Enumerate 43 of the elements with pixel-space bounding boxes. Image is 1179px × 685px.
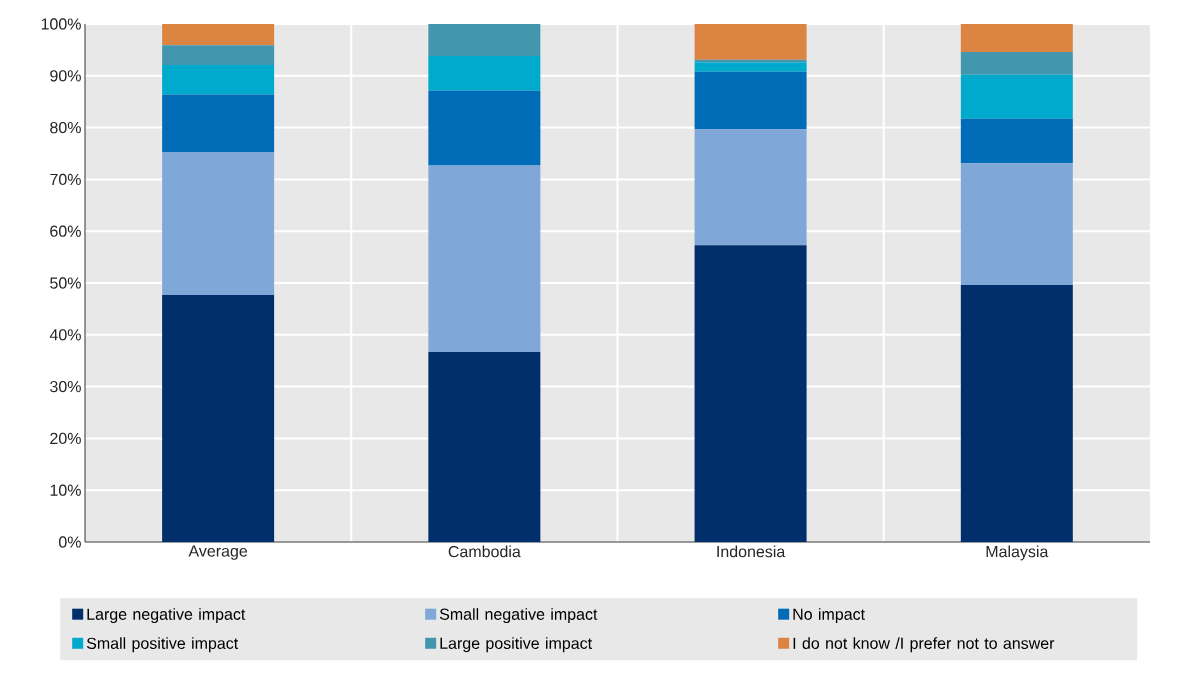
bar	[960, 74, 1073, 119]
y-tick-label: 50%	[50, 277, 81, 289]
bar	[162, 294, 275, 542]
y-tick-label: 70%	[50, 173, 81, 186]
bar	[162, 94, 275, 152]
bar	[960, 23, 1073, 52]
legend-label: Small negative impact	[439, 608, 598, 624]
bar	[428, 90, 541, 166]
bar	[960, 163, 1073, 286]
bar	[694, 71, 807, 130]
y-tick-label: 0%	[58, 536, 81, 548]
bar	[694, 62, 807, 72]
x-tick-label: Average	[188, 545, 248, 560]
x-tick-label: Indonesia	[717, 545, 786, 558]
y-tick-label: 10%	[50, 484, 81, 496]
y-tick-label: 80%	[50, 121, 81, 134]
y-tick-label: 40%	[49, 329, 81, 341]
bar	[960, 118, 1073, 164]
bar	[428, 165, 541, 352]
bar	[162, 64, 275, 95]
bar	[428, 351, 541, 542]
legend-label: Small positive impact	[86, 637, 239, 653]
legend-label: Large negative impact	[87, 608, 246, 624]
bar	[162, 23, 275, 46]
bar	[694, 245, 807, 542]
x-tick-label: Cambodia	[448, 545, 521, 558]
bar	[162, 151, 275, 295]
y-tick-label: 100%	[41, 18, 81, 30]
bar	[694, 129, 807, 246]
bar	[428, 23, 541, 57]
bar	[162, 45, 275, 65]
legend-label: No impact	[793, 608, 865, 624]
legend-label: I do not know /I prefer not to answer	[793, 637, 1055, 653]
bar	[960, 285, 1073, 542]
bar	[694, 23, 807, 60]
y-tick-label: 90%	[50, 70, 81, 82]
bar	[428, 56, 541, 91]
bar	[960, 51, 1073, 75]
x-tick-label: Malaysia	[986, 545, 1049, 561]
y-tick-label: 20%	[50, 432, 81, 445]
legend-label: Large positive impact	[440, 637, 592, 653]
y-tick-label: 60%	[50, 225, 81, 237]
y-tick-label: 30%	[50, 380, 81, 393]
